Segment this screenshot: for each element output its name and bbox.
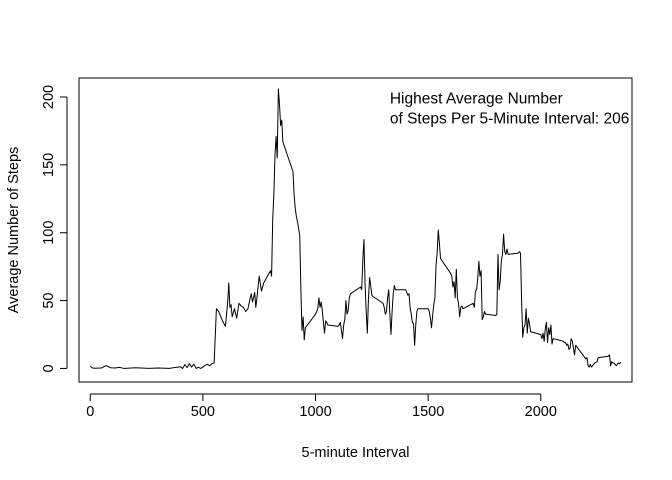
y-tick-label: 200: [41, 85, 57, 109]
x-tick-label: 1000: [299, 404, 331, 420]
x-tick-label: 1500: [412, 404, 444, 420]
x-tick-label: 2000: [525, 404, 557, 420]
y-tick-label: 50: [41, 293, 57, 309]
x-tick-label: 0: [86, 404, 94, 420]
x-tick-label: 500: [191, 404, 215, 420]
x-axis-title: 5-minute Interval: [302, 445, 410, 461]
annotation-line-2: of Steps Per 5-Minute Interval: 206: [390, 110, 630, 127]
annotation-line-1: Highest Average Number: [390, 90, 563, 107]
y-tick-label: 100: [41, 221, 57, 245]
annotation: Highest Average Number of Steps Per 5-Mi…: [390, 90, 630, 127]
series-line-average-steps: [89, 88, 622, 369]
plot-area-border: [78, 77, 633, 383]
y-axis: 0 50 100 150 200: [41, 85, 68, 372]
y-axis-title: Average Number of Steps: [6, 147, 22, 314]
y-tick-label: 150: [41, 153, 57, 177]
y-tick-label: 0: [41, 364, 57, 372]
x-axis: 0 500 1000 1500 2000: [86, 393, 557, 420]
